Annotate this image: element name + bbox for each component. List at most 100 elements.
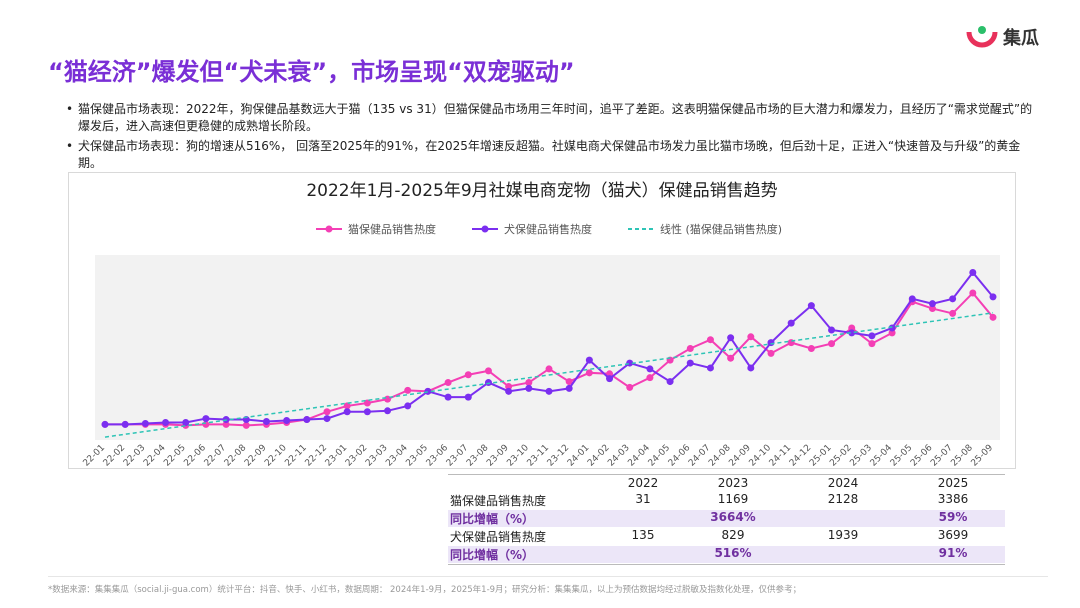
table-cell: 135 bbox=[631, 528, 655, 542]
data-point bbox=[706, 364, 714, 372]
table-cell: 516% bbox=[714, 546, 752, 560]
bullet: 犬保健品市场表现：狗的增速从516%， 回落至2025年的91%，在2025年增… bbox=[66, 138, 1038, 172]
data-point bbox=[606, 375, 614, 383]
data-point bbox=[565, 384, 573, 392]
data-point bbox=[242, 421, 250, 429]
data-point bbox=[323, 415, 331, 423]
table-cell: 3386 bbox=[937, 492, 969, 506]
data-point bbox=[848, 329, 856, 337]
data-point bbox=[121, 420, 129, 428]
data-point bbox=[464, 371, 472, 379]
data-point bbox=[585, 356, 593, 364]
data-point bbox=[404, 386, 412, 394]
table-cell: 31 bbox=[635, 492, 651, 506]
data-point bbox=[646, 374, 654, 382]
data-point bbox=[626, 359, 634, 367]
data-point bbox=[828, 326, 836, 334]
data-point bbox=[989, 293, 997, 301]
data-point bbox=[626, 383, 634, 391]
data-point bbox=[747, 364, 755, 372]
data-point bbox=[444, 379, 452, 387]
data-point bbox=[747, 333, 755, 341]
chart-title: 2022年1月-2025年9月社媒电商宠物（猫犬）保健品销售趋势 bbox=[306, 181, 777, 201]
data-point bbox=[888, 329, 896, 337]
data-point bbox=[989, 313, 997, 321]
data-point bbox=[484, 379, 492, 387]
data-point bbox=[484, 367, 492, 375]
column-header: 2025 bbox=[937, 476, 969, 490]
row-highlight bbox=[448, 546, 1005, 563]
data-point bbox=[565, 378, 573, 386]
data-point bbox=[262, 418, 270, 425]
data-point bbox=[807, 344, 815, 352]
data-point bbox=[283, 417, 291, 425]
data-point bbox=[949, 309, 957, 317]
data-point bbox=[141, 419, 149, 427]
data-point bbox=[182, 418, 190, 426]
data-point bbox=[928, 300, 936, 308]
data-point bbox=[101, 420, 109, 428]
row-label: 猫保健品销售热度 bbox=[450, 494, 547, 508]
data-point bbox=[888, 324, 896, 332]
table: 2022 2023 2024 2025 猫保健品销售热度 31 1169 2128 3386 同比… bbox=[448, 474, 1005, 566]
data-point bbox=[222, 420, 230, 428]
data-point bbox=[666, 378, 674, 386]
table-cell: 91% bbox=[938, 546, 968, 560]
data-point bbox=[969, 289, 977, 297]
data-point bbox=[404, 402, 412, 410]
table-rule bbox=[448, 474, 1005, 475]
data-point bbox=[767, 349, 775, 357]
data-point bbox=[363, 408, 371, 416]
data-point bbox=[384, 407, 392, 415]
column-header: 2023 bbox=[717, 476, 749, 490]
data-point bbox=[706, 336, 714, 344]
data-point bbox=[363, 399, 371, 407]
series-line bbox=[104, 312, 994, 438]
plot-area bbox=[95, 255, 1000, 440]
logo-text: 集瓜 bbox=[1003, 28, 1039, 49]
chart: 2022年1月-2025年9月社媒电商宠物（猫犬）保健品销售趋势 22-0122… bbox=[68, 172, 1016, 469]
row-label: 犬保健品销售热度 bbox=[450, 530, 547, 544]
row-highlight bbox=[448, 510, 1005, 527]
data-point bbox=[505, 387, 513, 395]
data-point bbox=[807, 302, 815, 310]
data-point bbox=[646, 365, 654, 373]
data-point bbox=[767, 339, 775, 347]
data-point bbox=[928, 305, 936, 313]
data-point bbox=[545, 387, 553, 395]
table-rule bbox=[448, 564, 1005, 565]
row-label: 同比增幅（%） bbox=[450, 512, 535, 526]
legend-label: 猫保健品销售热度 bbox=[348, 222, 436, 236]
footer-rule bbox=[48, 576, 1048, 577]
footer: *数据来源：集集集瓜（social.ji-gua.com）统计平台：抖音、快手、… bbox=[48, 585, 802, 595]
data-point bbox=[303, 416, 311, 424]
data-point bbox=[202, 415, 210, 423]
data-point bbox=[727, 334, 735, 342]
bullet: 猫保健品市场表现：2022年，狗保健品基数远大于猫（135 vs 31）但猫保健… bbox=[66, 101, 1038, 135]
data-point bbox=[969, 269, 977, 277]
table-cell: 59% bbox=[938, 510, 968, 524]
logo-icon bbox=[966, 26, 998, 48]
data-point bbox=[505, 382, 513, 390]
table-cell: 3699 bbox=[937, 528, 969, 542]
data-point bbox=[545, 365, 553, 373]
data-point bbox=[868, 332, 876, 340]
table-cell: 829 bbox=[721, 528, 745, 542]
data-point bbox=[828, 340, 836, 348]
data-point bbox=[323, 408, 331, 416]
legend-label: 犬保健品销售热度 bbox=[504, 222, 592, 236]
table-cell: 1939 bbox=[827, 528, 859, 542]
data-point bbox=[525, 384, 533, 392]
data-point bbox=[162, 418, 170, 426]
data-point bbox=[424, 387, 432, 395]
column-header: 2022 bbox=[627, 476, 659, 490]
data-point bbox=[949, 295, 957, 303]
data-point bbox=[343, 408, 351, 416]
data-point bbox=[686, 359, 694, 367]
legend-marker bbox=[325, 225, 333, 233]
slide-title: “猫经济”爆发但“犬未衰”，市场呈现“双宠驱动” bbox=[48, 58, 575, 86]
data-point bbox=[606, 370, 614, 378]
table-cell: 3664% bbox=[710, 510, 756, 524]
data-point bbox=[848, 324, 856, 332]
data-point bbox=[343, 402, 351, 410]
